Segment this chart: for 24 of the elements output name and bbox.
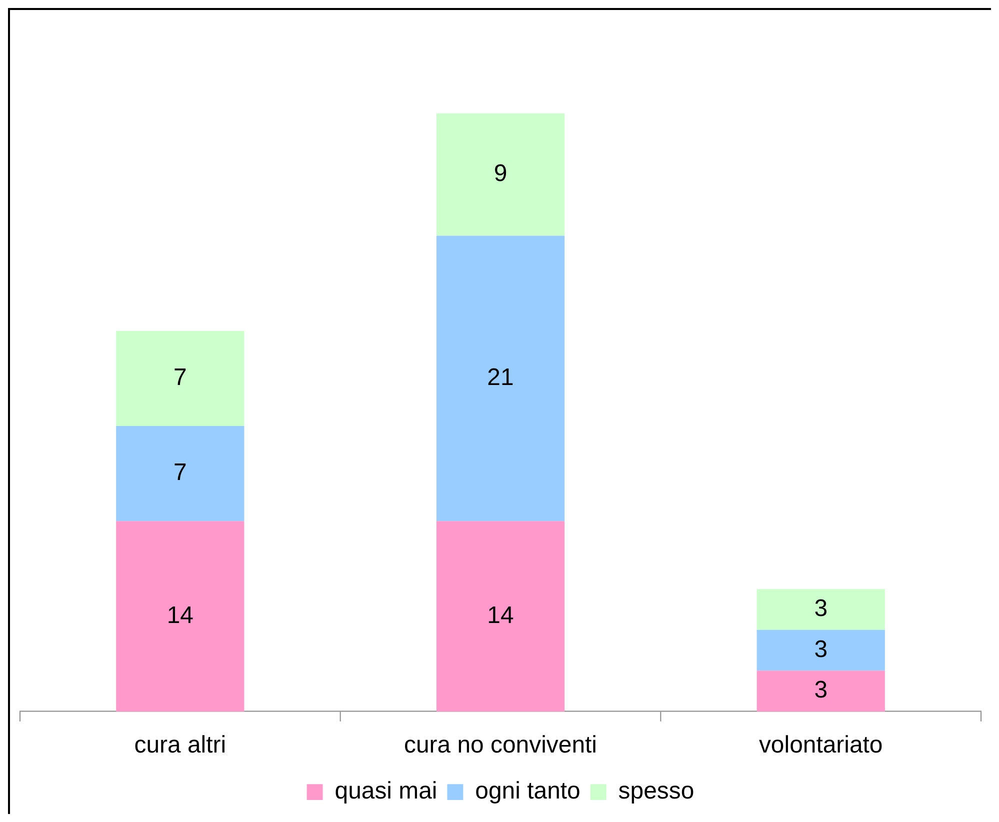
bar bbox=[756, 670, 885, 712]
legend-label: quasi mai bbox=[334, 778, 438, 805]
data-label: 14 bbox=[166, 602, 194, 629]
data-label: 3 bbox=[814, 595, 828, 622]
data-label: 7 bbox=[173, 459, 187, 486]
bar bbox=[436, 521, 565, 712]
bar bbox=[116, 330, 244, 426]
legend-label: ogni tanto bbox=[475, 778, 580, 805]
data-label: 3 bbox=[814, 636, 828, 663]
bar bbox=[116, 521, 244, 712]
bar bbox=[436, 236, 565, 522]
data-label: 21 bbox=[487, 364, 514, 392]
bar bbox=[116, 426, 244, 522]
x-tick-label: cura altri bbox=[134, 731, 226, 758]
x-tick-label: cura no conviventi bbox=[404, 731, 597, 758]
data-label: 3 bbox=[814, 676, 828, 704]
data-label: 9 bbox=[494, 160, 508, 188]
bar bbox=[756, 630, 885, 671]
legend-label: spesso bbox=[618, 778, 694, 805]
bar bbox=[436, 113, 565, 236]
bar bbox=[756, 589, 885, 630]
x-tick-label: volontariato bbox=[758, 731, 883, 758]
data-label: 14 bbox=[487, 602, 514, 629]
data-label: 7 bbox=[173, 364, 187, 392]
